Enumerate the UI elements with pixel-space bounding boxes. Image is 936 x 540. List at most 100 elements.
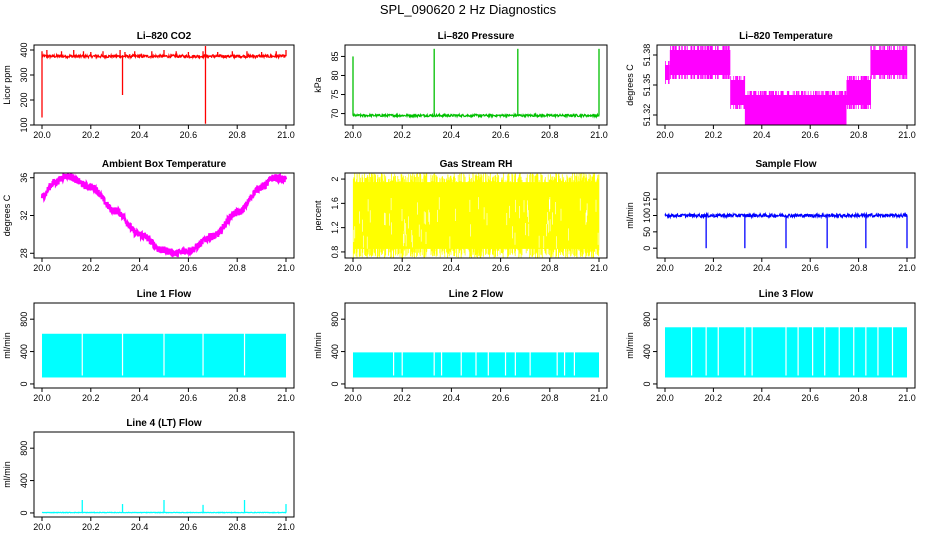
data-marks-ambient	[40, 173, 288, 258]
x-tick-label-co2-4: 20.6	[180, 130, 198, 140]
panel-title-co2: Li–820 CO2	[137, 31, 192, 42]
y-tick-label-line4-1: 0	[19, 510, 29, 515]
plot-frame-line2	[344, 302, 608, 389]
panel-title-line1: Line 1 Flow	[137, 289, 192, 300]
x-tick-label-line3-3: 20.4	[753, 393, 771, 403]
x-tick-label-sample-1: 20.0	[656, 263, 674, 273]
y-tick-label-rh-4: 2	[330, 177, 340, 182]
x-tick-label-line1-1: 20.0	[33, 393, 51, 403]
band-temp-1	[665, 65, 670, 80]
x-tick-label-rh-1: 20.0	[344, 263, 362, 273]
y-axis-label-pressure: kPa	[313, 77, 323, 93]
x-tick-label-line4-3: 20.4	[131, 522, 149, 532]
x-tick-label-line3-6: 21.0	[898, 393, 916, 403]
panel-title-line3: Line 3 Flow	[759, 289, 814, 300]
flicker-temp	[665, 46, 908, 125]
x-tick-label-pressure-4: 20.6	[492, 130, 510, 140]
y-tick-label-line4-2: 400	[19, 473, 29, 488]
data-marks-rh	[352, 173, 600, 258]
y-axis-label-temp: degrees C	[625, 64, 635, 106]
x-tick-label-temp-2: 20.2	[705, 130, 723, 140]
y-tick-label-temp-2: 51.35	[642, 74, 652, 97]
y-tick-label-sample-3: 100	[642, 208, 652, 223]
y-tick-label-line2-3: 800	[330, 312, 340, 327]
x-tick-label-rh-6: 21.0	[590, 263, 608, 273]
data-marks-line1	[42, 332, 286, 378]
plot-frame-line3	[656, 302, 916, 389]
x-tick-label-line1-6: 21.0	[277, 393, 295, 403]
y-tick-label-co2-4: 400	[19, 42, 29, 57]
panel-line1: Line 1 Flow 20.0 20.2 20.4 20.6 20.8 21.0 0 400 8…	[2, 289, 295, 403]
plot-frame-line4	[33, 431, 295, 518]
x-tick-label-line4-2: 20.2	[82, 522, 100, 532]
x-tick-label-line4-1: 20.0	[33, 522, 51, 532]
panel-ambient: Ambient Box Temperature 20.0 20.2 20.4 20.6 2…	[2, 159, 295, 273]
panel-co2: Li–820 CO2 20.0 20.2 20.4 20.6 20.8 21.0 100 200…	[2, 31, 295, 140]
x-tick-label-ambient-4: 20.6	[180, 263, 198, 273]
y-tick-label-co2-2: 200	[19, 92, 29, 107]
y-axis-label-line1: ml/min	[2, 332, 12, 359]
x-tick-label-sample-2: 20.2	[705, 263, 723, 273]
y-tick-label-line3-1: 0	[642, 381, 652, 386]
x-tick-label-line2-4: 20.6	[492, 393, 510, 403]
y-axis-label-co2: Licor ppm	[2, 65, 12, 105]
data-marks-line2	[353, 351, 599, 378]
y-tick-label-sample-4: 150	[642, 192, 652, 207]
y-tick-label-line2-1: 0	[330, 381, 340, 386]
x-tick-label-ambient-3: 20.4	[131, 263, 149, 273]
panel-title-line2: Line 2 Flow	[449, 289, 504, 300]
band-temp-4	[744, 95, 847, 125]
x-tick-label-co2-3: 20.4	[131, 130, 149, 140]
y-tick-label-ambient-2: 32	[19, 210, 29, 220]
x-tick-label-sample-6: 21.0	[898, 263, 916, 273]
plot-frame-line1	[33, 302, 295, 389]
x-tick-label-rh-4: 20.6	[492, 263, 510, 273]
x-tick-label-line2-2: 20.2	[393, 393, 411, 403]
x-tick-label-pressure-3: 20.4	[443, 130, 461, 140]
x-tick-label-rh-2: 20.2	[393, 263, 411, 273]
plot-frame-co2	[33, 44, 295, 126]
plot-frame-rh	[344, 172, 608, 259]
y-tick-label-line1-1: 0	[19, 381, 29, 386]
x-tick-label-pressure-1: 20.0	[344, 130, 362, 140]
x-tick-label-rh-5: 20.8	[541, 263, 559, 273]
y-tick-label-co2-1: 100	[19, 117, 29, 132]
y-tick-label-line1-3: 800	[19, 312, 29, 327]
figure-title: SPL_090620 2 Hz Diagnostics	[379, 2, 557, 17]
y-tick-label-sample-2: 50	[642, 227, 652, 237]
panel-temp: Li–820 Temperature 20.0 20.2 20.4 20.6 20.8 21…	[625, 31, 916, 140]
y-tick-label-ambient-1: 28	[19, 248, 29, 258]
y-tick-label-line4-3: 800	[19, 441, 29, 456]
x-tick-label-temp-4: 20.6	[801, 130, 819, 140]
y-tick-label-line1-2: 400	[19, 344, 29, 359]
x-tick-label-ambient-2: 20.2	[82, 263, 100, 273]
x-tick-label-temp-5: 20.8	[850, 130, 868, 140]
y-tick-label-rh-2: 1.2	[330, 221, 340, 234]
data-marks-temp	[665, 46, 908, 125]
x-tick-label-line1-3: 20.4	[131, 393, 149, 403]
y-tick-label-pressure-2: 75	[330, 90, 340, 100]
x-tick-label-temp-3: 20.4	[753, 130, 771, 140]
y-axis-label-line3: ml/min	[625, 332, 635, 359]
panel-title-pressure: Li–820 Pressure	[438, 31, 515, 42]
y-axis-label-sample: ml/min	[625, 202, 635, 229]
y-axis-label-line2: ml/min	[313, 332, 323, 359]
x-tick-label-ambient-5: 20.8	[228, 263, 246, 273]
data-marks-co2	[41, 46, 287, 124]
y-tick-label-temp-3: 51.38	[642, 44, 652, 67]
x-tick-label-line2-1: 20.0	[344, 393, 362, 403]
x-tick-label-line3-5: 20.8	[850, 393, 868, 403]
x-tick-label-temp-6: 21.0	[898, 130, 916, 140]
x-tick-label-temp-1: 20.0	[656, 130, 674, 140]
panel-title-ambient: Ambient Box Temperature	[102, 159, 227, 170]
x-tick-label-co2-1: 20.0	[33, 130, 51, 140]
y-tick-label-rh-3: 1.6	[330, 197, 340, 210]
panel-sample: Sample Flow 20.0 20.2 20.4 20.6 20.8 21.0 0 50 10…	[625, 159, 916, 273]
series-line-pressure	[352, 112, 600, 119]
y-tick-label-line3-2: 400	[642, 344, 652, 359]
x-tick-label-line1-2: 20.2	[82, 393, 100, 403]
series-line-ambient	[40, 173, 288, 258]
y-tick-label-rh-1: 0.8	[330, 246, 340, 259]
x-tick-label-line1-4: 20.6	[180, 393, 198, 403]
